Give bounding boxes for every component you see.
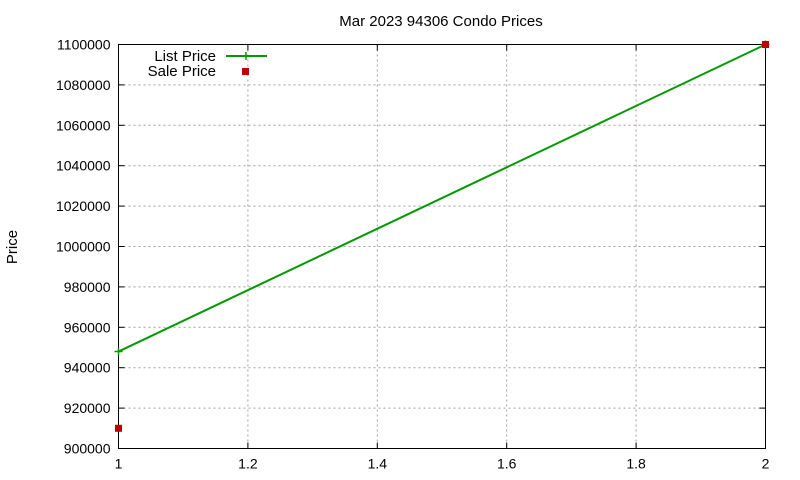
chart-title: Mar 2023 94306 Condo Prices — [339, 13, 542, 30]
y-tick-label: 1040000 — [56, 158, 111, 174]
x-tick-label: 1.2 — [238, 456, 258, 472]
x-tick-label: 1.8 — [626, 456, 646, 472]
series — [114, 40, 770, 432]
y-tick-label: 900000 — [64, 441, 111, 457]
y-tick-label: 940000 — [64, 360, 111, 376]
plot-frame — [118, 44, 766, 449]
grid — [118, 44, 766, 449]
series-line-list-price — [118, 43, 766, 353]
y-tick-label: 1100000 — [57, 37, 111, 53]
legend-label-sale-price: Sale Price — [148, 63, 216, 80]
y-tick-label: 980000 — [64, 279, 111, 295]
list-price-point — [114, 347, 123, 356]
y-tick-label: 920000 — [64, 400, 111, 416]
sale-price-point — [115, 424, 122, 432]
x-tick-label: 1.6 — [497, 456, 517, 472]
y-tick-label: 1020000 — [56, 198, 111, 214]
y-tick-label: 1060000 — [56, 117, 111, 133]
y-tick-label: 1080000 — [56, 77, 111, 93]
axis-ticks — [118, 44, 766, 449]
x-tick-label: 2 — [762, 456, 770, 472]
y-axis-label: Price — [4, 230, 21, 264]
sale-price-point — [762, 41, 769, 48]
y-tick-label: 1000000 — [56, 239, 111, 255]
legend-swatch-sale-price — [242, 68, 249, 75]
legend-label-list-price: List Price — [154, 48, 216, 65]
y-tick-label: 960000 — [64, 319, 111, 335]
legend: List Price Sale Price — [148, 48, 267, 80]
tick-labels: 1 1.2 1.4 1.6 1.8 2 900000 920000 940000 960000 98… — [56, 37, 770, 472]
x-tick-label: 1 — [115, 456, 123, 472]
x-tick-label: 1.4 — [368, 456, 388, 472]
